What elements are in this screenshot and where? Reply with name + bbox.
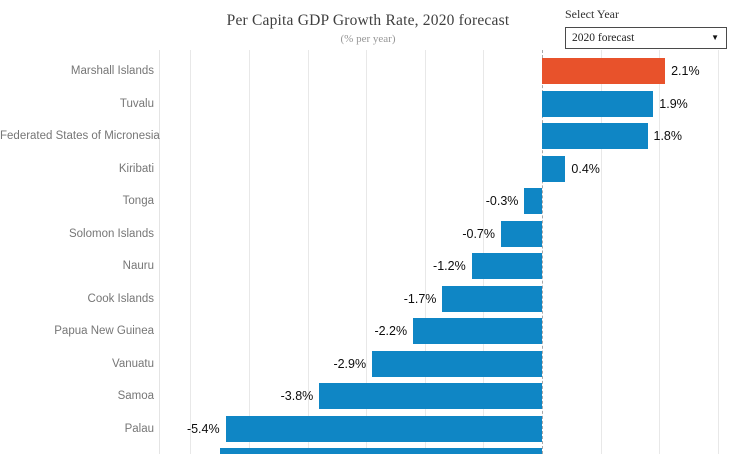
value-label: -3.8% (280, 389, 314, 403)
category-label: Vanuatu (112, 357, 154, 370)
gridline (659, 50, 661, 454)
bar-tuvalu[interactable] (542, 90, 654, 117)
bar-palau[interactable] (225, 415, 542, 442)
gridline (307, 50, 309, 454)
gridline (424, 50, 426, 454)
category-label: Samoa (117, 390, 154, 402)
value-label: -2.9% (333, 356, 367, 371)
value-label: -5.4% (186, 421, 220, 436)
category-label: Cook Islands (87, 292, 154, 305)
bar-vanuatu[interactable] (372, 350, 542, 377)
value-label: 1.9% (659, 96, 688, 111)
value-label: -1.2% (433, 259, 466, 273)
value-label: 1.8% (653, 129, 683, 143)
value-label: 2.1% (671, 64, 700, 78)
gridline (366, 50, 368, 454)
category-label: Papua New Guinea (54, 325, 154, 337)
category-label: Kiribati (118, 162, 154, 175)
bar-nauru[interactable] (471, 253, 542, 279)
bar-samoa[interactable] (319, 383, 542, 409)
year-select-dropdown[interactable]: 2020 forecast ▼ (565, 27, 727, 49)
year-selector: Select Year 2020 forecast ▼ (565, 7, 727, 49)
value-label: -0.7% (462, 226, 495, 241)
gridline (190, 50, 192, 454)
value-label: -0.3% (485, 194, 519, 208)
year-select-value: 2020 forecast (572, 32, 635, 44)
bar-cook-islands[interactable] (442, 285, 542, 312)
category-label: Palau (124, 422, 154, 435)
category-label: Solomon Islands (68, 227, 154, 240)
plot-left-edge (158, 50, 160, 454)
year-selector-label: Select Year (565, 7, 619, 21)
bar-kiribati[interactable] (542, 155, 566, 182)
category-label: Federated States of Micronesia (0, 130, 160, 142)
value-label: -2.2% (374, 324, 408, 338)
bar-federated-states-of-micronesia[interactable] (542, 123, 648, 149)
gridline (483, 50, 485, 454)
bar-tonga[interactable] (524, 188, 542, 214)
gridline (717, 50, 719, 454)
zero-gridline (542, 50, 543, 454)
bar-papua-new-guinea[interactable] (413, 318, 542, 344)
value-label: -1.7% (403, 291, 437, 306)
bar-solomon-islands[interactable] (501, 220, 542, 247)
category-label: Marshall Islands (70, 65, 154, 77)
gridline (600, 50, 602, 454)
gridline (249, 50, 250, 454)
bar-marshall-islands[interactable] (542, 58, 666, 84)
chevron-down-icon: ▼ (711, 33, 719, 42)
category-label: Tuvalu (119, 97, 154, 110)
category-label: Nauru (122, 260, 154, 272)
category-label: Tonga (122, 195, 154, 207)
value-label: 0.4% (571, 161, 600, 176)
bar-partial-bottom[interactable] (219, 448, 542, 454)
